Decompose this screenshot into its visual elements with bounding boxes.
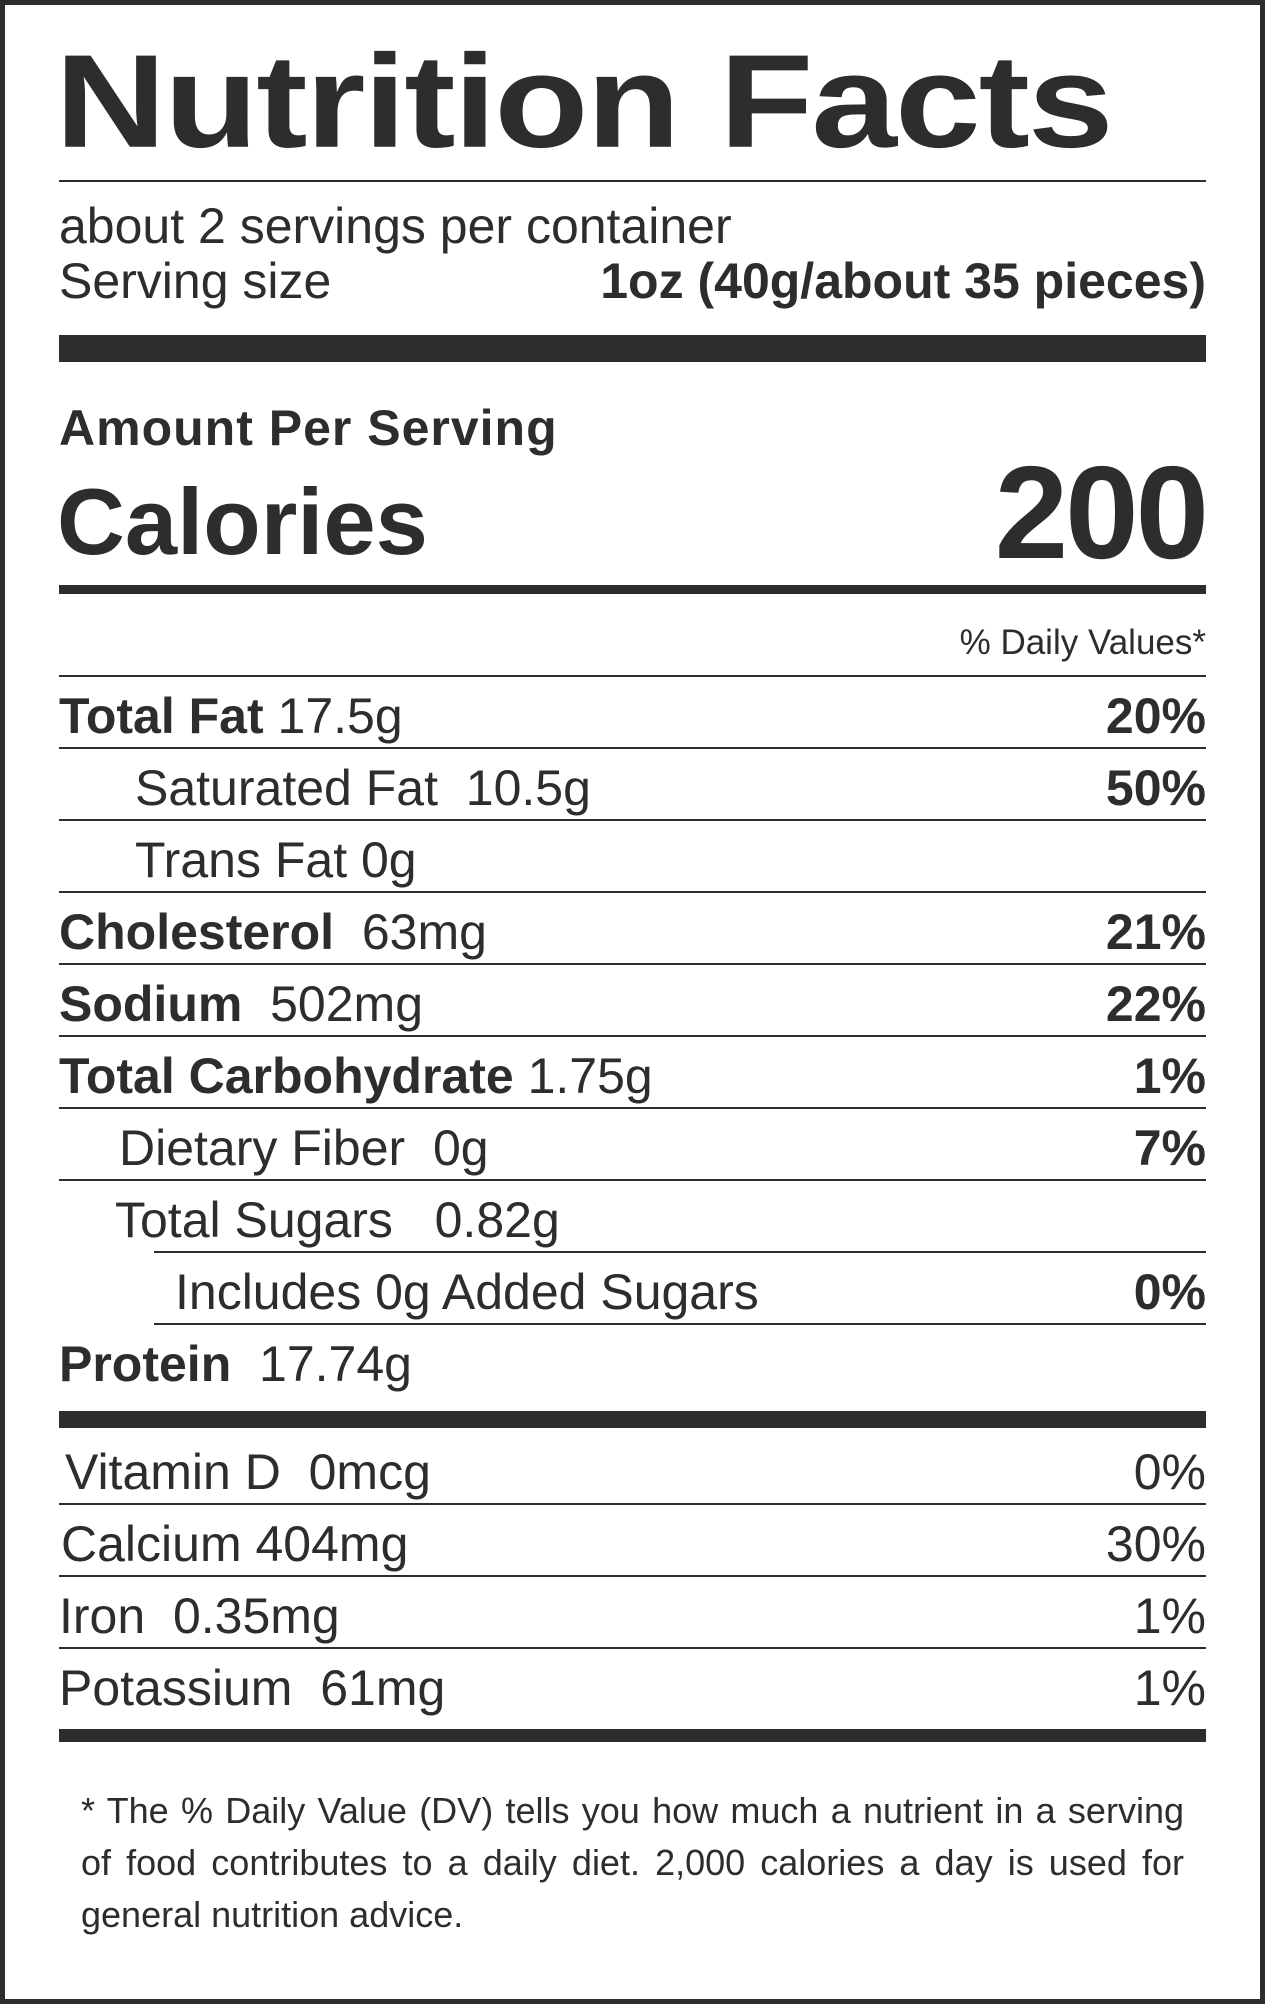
nutrient-dv: 20% [1105,688,1206,744]
row-divider [59,1503,1206,1505]
dv-header-divider [59,675,1206,677]
vitamin-dv: 30% [1105,1516,1206,1572]
nutrient-amount: 10.5g [465,760,591,816]
nutrient-name: Total Fat 17.5g [59,691,403,741]
row-divider [59,1647,1206,1649]
nutrient-dv: 50% [1105,760,1206,816]
row-divider [154,1323,1206,1325]
nutrient-label: Sodium [59,976,243,1032]
vitamin-label: Vitamin D [65,1444,281,1500]
calories-label: Calories [57,469,428,574]
nutrient-amount: 1.75g [527,1048,653,1104]
nutrient-name: Trans Fat 0g [135,835,417,885]
nutrient-amount: 0.82g [434,1192,560,1248]
nutrient-label: Total Carbohydrate [59,1048,514,1104]
nutrient-row-added-sugars: Includes 0g Added Sugars 0% [59,1253,1206,1325]
amount-per-serving: Amount Per Serving [59,400,558,456]
nutrient-row-cholesterol: Cholesterol 63mg 21% [59,893,1206,965]
vitamin-row-calcium: Calcium 404mg 30% [59,1505,1206,1577]
calories-value: 200 [994,439,1209,586]
nutrient-row-total-sugars: Total Sugars 0.82g [59,1181,1206,1253]
nutrient-label: Saturated Fat [135,760,438,816]
vitamin-label: Iron [59,1588,146,1644]
nutrient-amount: 17.74g [259,1336,412,1392]
title-divider [59,180,1206,182]
nutrient-name: Sodium 502mg [59,979,423,1029]
nutrient-amount: 0g [361,832,417,888]
nutrient-label: Total Sugars [115,1192,393,1248]
vitamin-name: Vitamin D 0mcg [65,1447,431,1497]
nutrient-dv: 7% [1133,1120,1206,1176]
vitamin-amount: 61mg [320,1660,446,1716]
row-divider [59,1035,1206,1037]
serving-divider [59,335,1206,362]
label-title: Nutrition Facts [55,27,1114,176]
vitamin-name: Potassium 61mg [59,1663,445,1713]
nutrient-dv: 21% [1105,904,1206,960]
nutrient-amount: 17.5g [277,688,403,744]
vitamin-amount: 0.35mg [172,1588,340,1644]
nutrient-dv: 1% [1133,1048,1206,1104]
nutrient-label: Trans Fat [135,832,348,888]
row-divider [59,1575,1206,1577]
nutrient-name: Dietary Fiber 0g [119,1123,489,1173]
nutrient-name: Total Carbohydrate 1.75g [59,1051,653,1101]
row-divider [59,819,1206,821]
nutrient-name: Saturated Fat 10.5g [135,763,591,813]
nutrient-row-protein: Protein 17.74g [59,1325,1206,1397]
nutrient-label: Dietary Fiber [119,1120,406,1176]
nutrient-amount: 502mg [270,976,424,1032]
vitamin-row-potassium: Potassium 61mg 1% [59,1649,1206,1721]
serving-size-label: Serving size [59,253,332,309]
nutrient-amount: 0g [432,1120,489,1176]
nutrient-row-saturated-fat: Saturated Fat 10.5g 50% [59,749,1206,821]
vitamin-dv: 1% [1133,1588,1206,1644]
nutrient-name: Includes 0g Added Sugars [175,1267,759,1317]
nutrient-dv: 0% [1133,1264,1206,1320]
vitamin-row-vitamin-d: Vitamin D 0mcg 0% [59,1433,1206,1505]
nutrient-row-sodium: Sodium 502mg 22% [59,965,1206,1037]
row-divider [59,1179,1206,1181]
row-divider [59,963,1206,965]
nutrient-dv: 22% [1105,976,1206,1032]
nutrient-name: Protein 17.74g [59,1339,412,1389]
row-divider [154,1251,1206,1253]
daily-values-header: % Daily Values* [959,623,1206,662]
row-divider [59,747,1206,749]
nutrient-name: Cholesterol 63mg [59,907,487,957]
footnote: * The % Daily Value (DV) tells you how m… [81,1790,1184,1935]
calories-divider [59,585,1206,594]
servings-per-container: about 2 servings per container [59,198,732,254]
vitamin-row-iron: Iron 0.35mg 1% [59,1577,1206,1649]
nutrient-label: Protein [59,1336,232,1392]
vitamin-amount: 0mcg [308,1444,431,1500]
vitamins-divider [59,1411,1206,1428]
vitamin-label: Calcium [61,1516,242,1572]
vitamin-dv: 1% [1133,1660,1206,1716]
vitamin-label: Potassium [59,1660,293,1716]
nutrient-amount: 63mg [361,904,487,960]
footnote-divider [59,1729,1206,1742]
vitamin-name: Iron 0.35mg [59,1591,340,1641]
nutrient-name: Total Sugars 0.82g [115,1195,560,1245]
vitamin-name: Calcium 404mg [61,1519,408,1569]
nutrient-row-total-carbohydrate: Total Carbohydrate 1.75g 1% [59,1037,1206,1109]
nutrient-label: Cholesterol [59,904,335,960]
serving-size-value: 1oz (40g/about 35 pieces) [600,253,1206,309]
nutrient-label: Includes 0g Added Sugars [175,1264,759,1320]
nutrient-row-trans-fat: Trans Fat 0g [59,821,1206,893]
vitamin-dv: 0% [1133,1444,1206,1500]
row-divider [59,1107,1206,1109]
nutrient-row-total-fat: Total Fat 17.5g 20% [59,677,1206,749]
nutrient-row-dietary-fiber: Dietary Fiber 0g 7% [59,1109,1206,1181]
vitamin-amount: 404mg [255,1516,409,1572]
nutrient-label: Total Fat [59,688,264,744]
row-divider [59,891,1206,893]
